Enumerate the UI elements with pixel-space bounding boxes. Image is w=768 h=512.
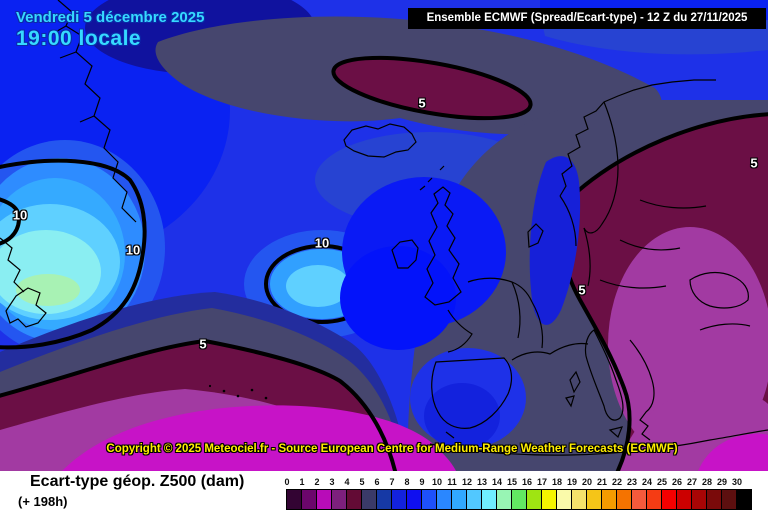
legend-color-cell (331, 489, 347, 510)
legend-tick: 18 (551, 477, 563, 487)
coastlines (0, 0, 768, 456)
legend-color-cell (721, 489, 737, 510)
contour-label-5: 5 (418, 95, 426, 111)
legend-color-cell (436, 489, 452, 510)
legend-tick: 2 (314, 477, 320, 487)
copyright-text: Copyright © 2025 Meteociel.fr - Source E… (106, 443, 678, 455)
legend-color-cell (706, 489, 722, 510)
legend-color-cell (541, 489, 557, 510)
legend-tick: 3 (329, 477, 335, 487)
contour-label-10: 10 (125, 242, 141, 258)
map-svg (0, 0, 768, 471)
legend-tick: 5 (359, 477, 365, 487)
legend-color-cell (511, 489, 527, 510)
legend-tick: 24 (641, 477, 653, 487)
legend-color-cell (451, 489, 467, 510)
legend-tick: 27 (686, 477, 698, 487)
contour-label-5: 5 (578, 282, 586, 298)
legend-tick: 12 (461, 477, 473, 487)
legend-color-cell (361, 489, 377, 510)
legend-tick: 13 (476, 477, 488, 487)
legend-tick: 19 (566, 477, 578, 487)
legend-color-cell (601, 489, 617, 510)
legend-tick: 29 (716, 477, 728, 487)
legend-color-cell (661, 489, 677, 510)
legend-color-cell (481, 489, 497, 510)
legend-color-cell (676, 489, 692, 510)
legend-tick: 17 (536, 477, 548, 487)
legend-color-cell (286, 489, 302, 510)
legend-color-cell (406, 489, 422, 510)
legend-color-cell (646, 489, 662, 510)
legend-color-cell (346, 489, 362, 510)
legend-color-cell (691, 489, 707, 510)
legend-tick: 20 (581, 477, 593, 487)
legend-tick: 0 (284, 477, 290, 487)
weather-map: 10 10 10 5 5 5 5 Vendredi 5 décembre 2025 19:0… (0, 0, 768, 471)
legend-tick: 9 (419, 477, 425, 487)
legend-color-cell (631, 489, 647, 510)
legend-tick: 25 (656, 477, 668, 487)
legend-color-cell (616, 489, 632, 510)
lead-time-label: (+ 198h) (18, 494, 68, 509)
legend-color-cell (376, 489, 392, 510)
forecast-datetime: Vendredi 5 décembre 2025 19:00 locale (16, 8, 204, 51)
legend-tick: 7 (389, 477, 395, 487)
contour-label-5: 5 (750, 155, 758, 171)
legend-color-cell (391, 489, 407, 510)
forecast-time: 19:00 locale (16, 27, 142, 50)
legend-color-cell (496, 489, 512, 510)
contour-label-10: 10 (12, 207, 28, 223)
legend-tick: 30 (731, 477, 743, 487)
legend-tick: 15 (506, 477, 518, 487)
legend-color-cell (316, 489, 332, 510)
forecast-date: Vendredi 5 décembre 2025 (16, 9, 205, 26)
legend-color-cell (586, 489, 602, 510)
legend-color-cell (571, 489, 587, 510)
legend-tick: 16 (521, 477, 533, 487)
legend-color-cell (556, 489, 572, 510)
legend-color-bar (286, 489, 752, 510)
legend-tick: 22 (611, 477, 623, 487)
legend-tick: 8 (404, 477, 410, 487)
legend-tick: 6 (374, 477, 380, 487)
parameter-title: Ecart-type géop. Z500 (dam) (30, 473, 245, 490)
model-run-banner: Ensemble ECMWF (Spread/Ecart-type) - 12 … (408, 8, 766, 29)
legend-tick: 1 (299, 477, 305, 487)
contour-label-10: 10 (314, 235, 330, 251)
legend-tick: 11 (447, 477, 457, 487)
legend-color-cell (301, 489, 317, 510)
legend-tick: 28 (701, 477, 713, 487)
legend-tick: 14 (491, 477, 503, 487)
legend-tick: 4 (344, 477, 350, 487)
legend-tick-labels: 0 1 2 3 4 5 6 7 8 9 10 11 12 13 14 15 16 17 18 19 20 21 22 23 24… (284, 477, 757, 488)
legend-tick: 10 (431, 477, 443, 487)
contour-label-5: 5 (199, 336, 207, 352)
legend-tick: 21 (596, 477, 608, 487)
legend-color-cell (421, 489, 437, 510)
legend-color-cell (466, 489, 482, 510)
legend-color-cell (736, 489, 752, 510)
legend-tick: 23 (626, 477, 638, 487)
legend-tick: 26 (671, 477, 683, 487)
legend-color-cell (526, 489, 542, 510)
azores-islands (208, 384, 268, 400)
